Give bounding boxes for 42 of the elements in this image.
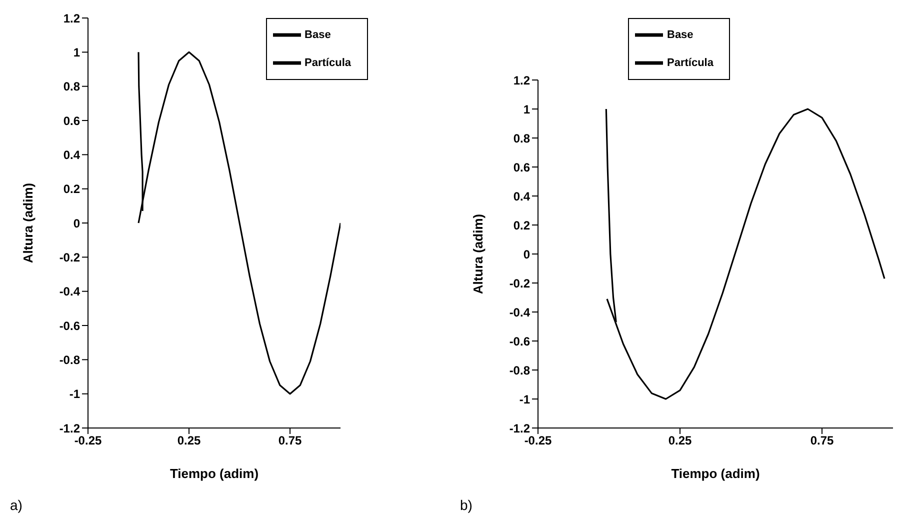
x-tick-label: 0.25 bbox=[668, 434, 692, 448]
x-tick-label: 0.25 bbox=[177, 434, 202, 448]
y-tick-label: 0.6 bbox=[513, 160, 530, 174]
y-tick-label: -1 bbox=[519, 392, 530, 406]
y-tick-label: -1 bbox=[69, 387, 80, 402]
y-tick-label: -0.8 bbox=[509, 363, 530, 378]
y-tick-label: -0.6 bbox=[509, 334, 530, 348]
y-tick-label: 1 bbox=[73, 45, 80, 60]
y-tick-label: -0.6 bbox=[59, 318, 80, 333]
y-tick-label: -0.8 bbox=[59, 352, 80, 367]
y-tick-label: 0.6 bbox=[63, 114, 80, 128]
y-tick-label: -0.2 bbox=[59, 250, 80, 264]
y-tick-label: -0.2 bbox=[509, 276, 530, 290]
legend-label: Partícula bbox=[667, 56, 714, 69]
legend-label: Base bbox=[304, 28, 331, 41]
legend-label: Partícula bbox=[304, 56, 351, 69]
y-tick-label: -0.4 bbox=[509, 305, 530, 320]
x-tick-label: -0.25 bbox=[524, 434, 552, 448]
legend-label: Base bbox=[667, 28, 694, 41]
y-tick-label: -0.4 bbox=[59, 284, 80, 299]
x-tick-label: -0.25 bbox=[74, 434, 102, 448]
y-tick-label: 0.2 bbox=[63, 182, 80, 196]
y-tick-label: 0 bbox=[523, 247, 530, 262]
x-tick-label: 0.75 bbox=[810, 434, 834, 448]
y-tick-label: 0 bbox=[73, 216, 80, 230]
y-tick-label: 0.8 bbox=[513, 131, 530, 146]
y-axis-title: Altura (adim) bbox=[20, 182, 36, 264]
text: a) bbox=[10, 497, 22, 513]
y-tick-label: -1.2 bbox=[59, 421, 80, 436]
x-axis-title: Tiempo (adim) bbox=[170, 466, 259, 481]
y-tick-label: 0.4 bbox=[513, 189, 530, 204]
y-axis-title: Altura (adim) bbox=[470, 214, 486, 294]
y-tick-label: -1.2 bbox=[509, 421, 530, 436]
y-tick-label: 0.4 bbox=[63, 148, 80, 162]
text: b) bbox=[460, 497, 472, 513]
y-tick-label: 1.2 bbox=[513, 73, 530, 88]
x-tick-label: 0.75 bbox=[278, 434, 302, 448]
y-tick-label: 0.8 bbox=[63, 80, 80, 94]
y-tick-label: 1.2 bbox=[63, 11, 80, 26]
y-tick-label: 1 bbox=[523, 102, 530, 116]
y-tick-label: 0.2 bbox=[513, 218, 530, 232]
x-axis-title: Tiempo (adim) bbox=[671, 466, 760, 481]
